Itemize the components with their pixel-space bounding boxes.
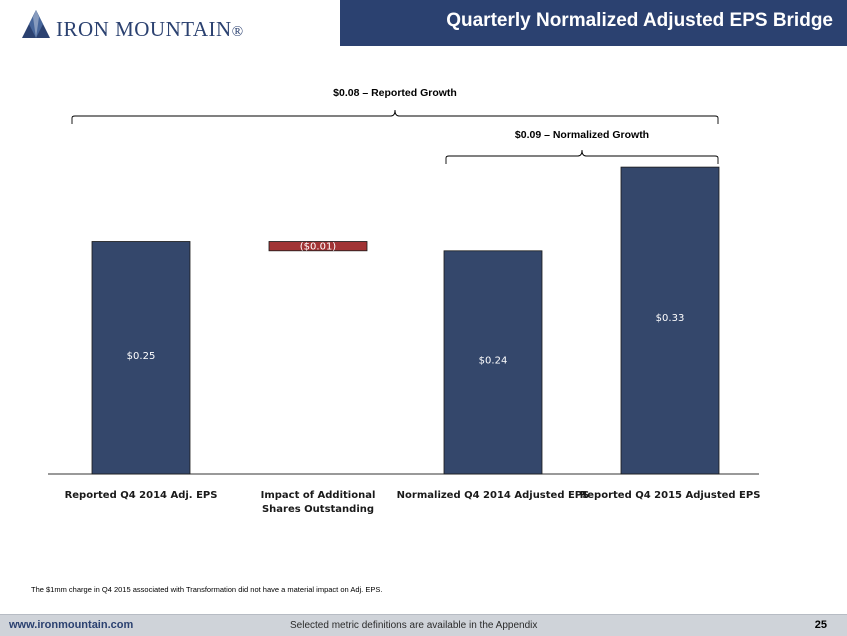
category-label-2-line-1: Impact of Additional	[261, 490, 376, 501]
footer: www.ironmountain.com Selected metric def…	[0, 614, 847, 636]
growth-annotation-2: $0.09 – Normalized Growth	[515, 129, 649, 141]
category-label-3: Normalized Q4 2014 Adjusted EPS	[397, 490, 590, 501]
page-title: Quarterly Normalized Adjusted EPS Bridge	[446, 10, 833, 31]
bar-value-label-4: $0.33	[656, 313, 685, 324]
mountain-logo-icon	[22, 10, 50, 38]
bar-4	[620, 166, 720, 475]
footer-url-link[interactable]: www.ironmountain.com	[9, 619, 134, 631]
logo-text: IRON MOUNTAIN®	[56, 17, 244, 41]
eps-bridge-chart: $0.25 Reported Q4 2014 Adj. EPS ($0.01) Imp…	[48, 87, 761, 515]
category-label-4: Reported Q4 2015 Adjusted EPS	[580, 490, 761, 501]
category-label-2-line-2: Shares Outstanding	[262, 504, 374, 515]
bar-1	[91, 241, 191, 475]
page-number: 25	[814, 619, 827, 631]
footnote: The $1mm charge in Q4 2015 associated wi…	[31, 585, 383, 594]
bar-3	[443, 250, 543, 475]
title-band: Quarterly Normalized Adjusted EPS Bridge	[340, 0, 847, 46]
header: IRON MOUNTAIN® Quarterly Normalized Adju…	[0, 0, 847, 46]
bar-value-label-1: $0.25	[127, 351, 156, 362]
growth-bracket-2	[445, 149, 719, 164]
footer-note: Selected metric definitions are availabl…	[290, 620, 538, 631]
bar-value-label-3: $0.24	[479, 356, 508, 367]
bar-value-label-2: ($0.01)	[300, 242, 337, 253]
logo: IRON MOUNTAIN®	[0, 0, 340, 46]
bar-2	[268, 241, 368, 252]
category-label-1: Reported Q4 2014 Adj. EPS	[65, 490, 218, 501]
growth-annotation-1: $0.08 – Reported Growth	[333, 87, 457, 99]
growth-bracket-1	[71, 109, 719, 124]
